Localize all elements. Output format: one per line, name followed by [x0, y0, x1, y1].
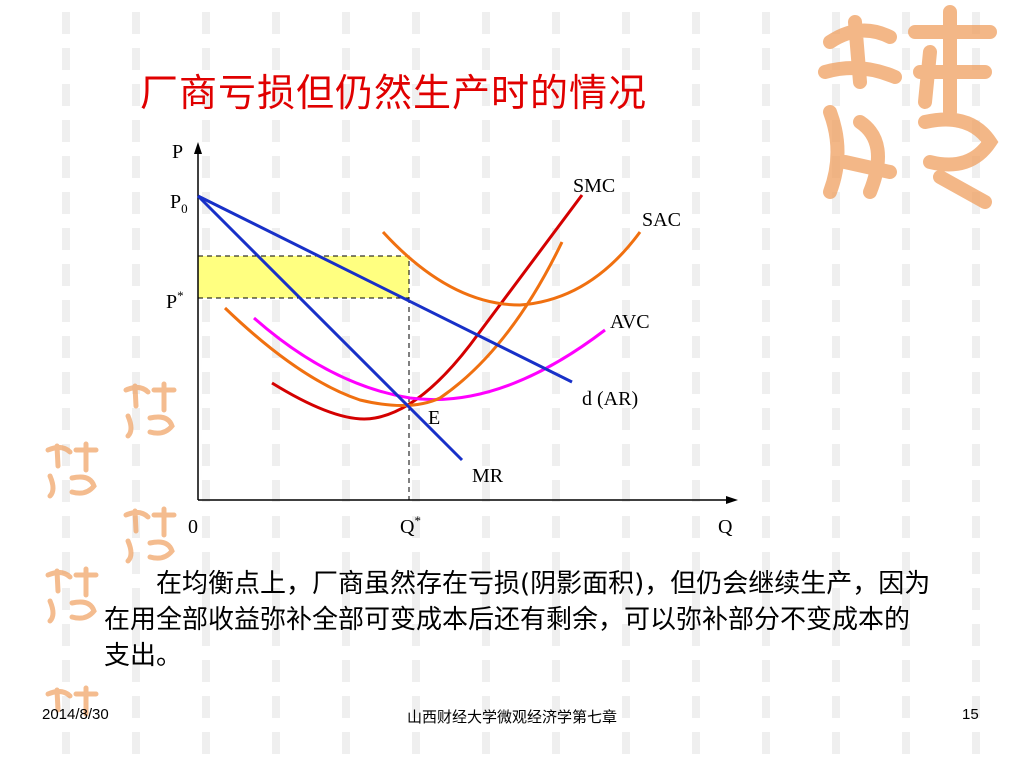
- equilibrium-e-label: E: [428, 407, 440, 429]
- loss-shaded-area: [197, 255, 410, 299]
- p0-label: P0: [170, 191, 188, 216]
- footer-course-title: 山西财经大学微观经济学第七章: [406, 708, 617, 726]
- y-axis-label: P: [172, 141, 183, 163]
- avc-curve: [253, 316, 606, 402]
- orange-lower-curve: [223, 241, 564, 407]
- explanation-paragraph: 在均衡点上，厂商虽然存在亏损(阴影面积)，但仍会继续生产，因为在用全部收益弥补全…: [104, 569, 931, 671]
- avc-label: AVC: [610, 311, 650, 333]
- decorative-seal-small-3: [123, 506, 177, 564]
- y-axis-arrow: [194, 142, 202, 154]
- sac-label: SAC: [642, 209, 681, 231]
- smc-curve: [271, 194, 584, 421]
- decorative-seal-small-4: [45, 566, 99, 624]
- x-axis-label: Q: [718, 516, 733, 538]
- decorative-seal-large: [818, 5, 999, 209]
- cost-curve-diagram: P Q 0 P0 P* Q* E SMC SAC AVC d (AR) MR: [166, 141, 738, 538]
- demand-ar-line: [197, 194, 573, 384]
- origin-label: 0: [188, 516, 198, 538]
- qstar-label: Q*: [400, 513, 421, 538]
- decorative-seal-small-5: [45, 685, 99, 717]
- pstar-label: P*: [166, 288, 184, 313]
- demand-ar-label: d (AR): [582, 388, 638, 410]
- x-axis-arrow: [726, 496, 738, 504]
- smc-label: SMC: [573, 175, 615, 197]
- decorative-seal-small-1: [123, 381, 177, 439]
- footer-page-number: 15: [962, 706, 979, 723]
- slide-title: 厂商亏损但仍然生产时的情况: [140, 71, 648, 115]
- decorative-seal-small-2: [45, 441, 99, 499]
- mr-line: [196, 194, 464, 462]
- sac-curve: [381, 230, 642, 307]
- footer-date: 2014/8/30: [42, 706, 109, 723]
- mr-label: MR: [472, 465, 504, 487]
